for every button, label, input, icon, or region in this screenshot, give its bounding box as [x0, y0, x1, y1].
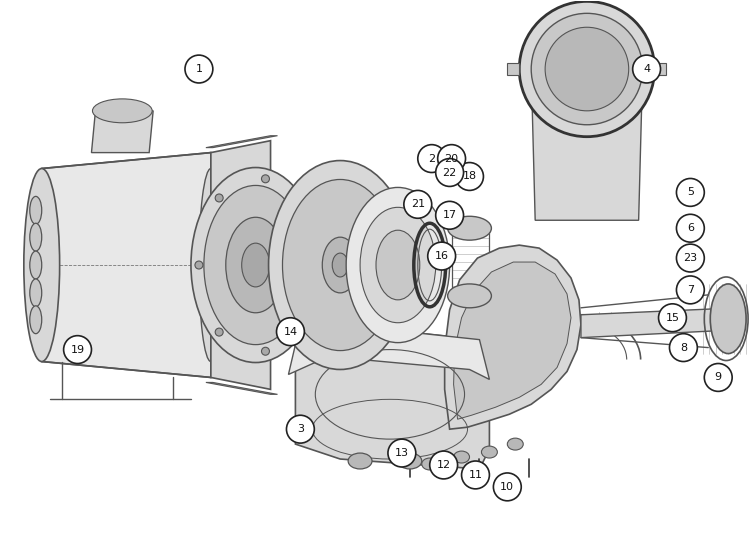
Polygon shape [654, 63, 666, 75]
Text: 12: 12 [437, 460, 450, 470]
Ellipse shape [283, 179, 398, 350]
Circle shape [669, 334, 697, 361]
Text: 5: 5 [687, 187, 694, 198]
Text: 7: 7 [687, 285, 694, 295]
Circle shape [438, 145, 465, 172]
Circle shape [493, 473, 521, 501]
Text: 15: 15 [666, 313, 680, 323]
Circle shape [462, 461, 490, 489]
Text: 16: 16 [435, 251, 449, 261]
Ellipse shape [348, 453, 372, 469]
Ellipse shape [508, 438, 523, 450]
Ellipse shape [360, 207, 435, 323]
Polygon shape [41, 153, 211, 377]
Text: 1: 1 [196, 64, 202, 74]
Text: 9: 9 [714, 373, 722, 382]
Ellipse shape [215, 194, 223, 202]
Ellipse shape [453, 451, 469, 463]
Ellipse shape [204, 185, 308, 345]
Ellipse shape [191, 167, 320, 362]
Circle shape [659, 304, 687, 332]
Circle shape [677, 179, 705, 206]
Circle shape [677, 214, 705, 242]
Circle shape [677, 276, 705, 304]
Circle shape [64, 336, 92, 363]
Ellipse shape [195, 261, 203, 269]
Polygon shape [296, 325, 490, 469]
Text: 18: 18 [462, 172, 477, 181]
Text: 14: 14 [284, 327, 298, 336]
Text: 20: 20 [444, 153, 459, 164]
Circle shape [287, 415, 314, 443]
Polygon shape [211, 140, 271, 389]
Circle shape [429, 451, 457, 479]
Polygon shape [289, 325, 490, 380]
Polygon shape [92, 111, 153, 153]
Polygon shape [453, 262, 571, 419]
Polygon shape [206, 382, 277, 394]
Ellipse shape [30, 306, 41, 334]
Text: 22: 22 [442, 167, 456, 178]
Text: 19: 19 [71, 345, 85, 355]
Ellipse shape [262, 347, 269, 355]
Circle shape [632, 55, 660, 83]
Circle shape [185, 55, 213, 83]
Circle shape [418, 145, 446, 172]
Ellipse shape [711, 284, 746, 354]
Ellipse shape [301, 217, 309, 225]
Circle shape [404, 191, 432, 218]
Ellipse shape [447, 217, 491, 240]
Text: 13: 13 [395, 448, 409, 458]
Polygon shape [581, 308, 738, 338]
Ellipse shape [545, 27, 629, 111]
Ellipse shape [447, 284, 491, 308]
Text: 8: 8 [680, 342, 687, 353]
Circle shape [435, 159, 463, 186]
Ellipse shape [30, 251, 41, 279]
Text: 2: 2 [428, 153, 435, 164]
Ellipse shape [268, 160, 412, 369]
Polygon shape [206, 136, 277, 147]
Ellipse shape [92, 99, 152, 123]
Polygon shape [531, 69, 643, 220]
Text: 3: 3 [297, 424, 304, 434]
Circle shape [705, 363, 732, 392]
Ellipse shape [199, 168, 223, 361]
Text: 17: 17 [443, 210, 456, 220]
Ellipse shape [226, 217, 286, 313]
Ellipse shape [422, 458, 438, 470]
Ellipse shape [481, 446, 497, 458]
Ellipse shape [531, 14, 643, 125]
Circle shape [456, 163, 484, 191]
Ellipse shape [332, 253, 348, 277]
Circle shape [428, 242, 456, 270]
Text: 4: 4 [643, 64, 650, 74]
Text: 11: 11 [468, 470, 483, 480]
Ellipse shape [346, 187, 450, 342]
Ellipse shape [262, 175, 269, 183]
Ellipse shape [24, 168, 59, 361]
Polygon shape [444, 245, 581, 429]
Polygon shape [508, 63, 520, 75]
Ellipse shape [30, 279, 41, 307]
Ellipse shape [215, 328, 223, 336]
Ellipse shape [376, 230, 420, 300]
Text: 6: 6 [687, 223, 694, 233]
Ellipse shape [398, 453, 422, 469]
Circle shape [277, 318, 305, 346]
Text: 23: 23 [684, 253, 697, 263]
Circle shape [435, 201, 463, 229]
Ellipse shape [30, 223, 41, 251]
Ellipse shape [520, 2, 654, 137]
Text: 21: 21 [411, 199, 425, 210]
Ellipse shape [241, 243, 269, 287]
Text: 10: 10 [500, 482, 514, 492]
Circle shape [388, 439, 416, 467]
Ellipse shape [30, 197, 41, 224]
Circle shape [677, 244, 705, 272]
Ellipse shape [301, 305, 309, 313]
Ellipse shape [323, 237, 358, 293]
